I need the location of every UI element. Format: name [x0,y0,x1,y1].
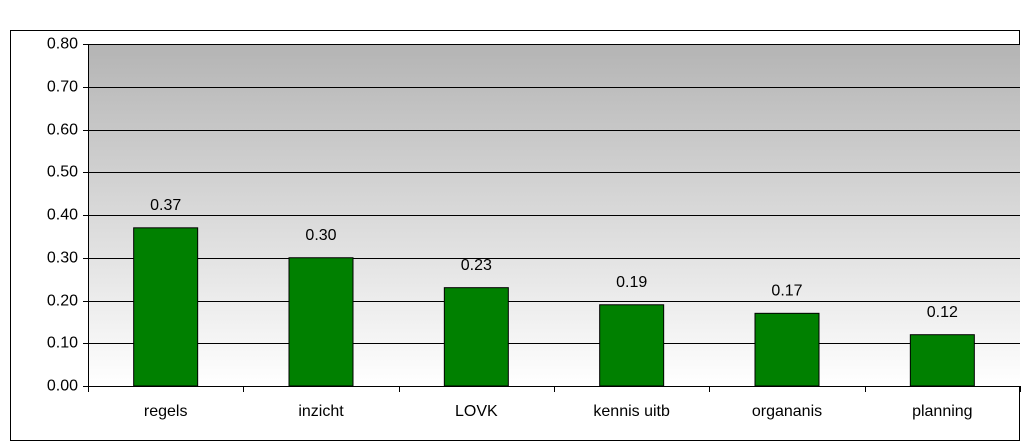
y-tick-label: 0.30 [47,250,78,267]
bar [754,312,820,387]
x-tick-label: planning [912,403,973,420]
y-tick-label: 0.00 [47,378,78,395]
bar [133,227,199,387]
bar [443,287,509,387]
bar [599,304,665,387]
y-tick-label: 0.20 [47,293,78,310]
bar [288,257,354,387]
data-label: 0.30 [305,227,336,244]
x-tick-label: LOVK [455,403,498,420]
x-tick-label: organanis [752,403,822,420]
y-tick-label: 0.60 [47,122,78,139]
y-tick-label: 0.10 [47,335,78,352]
bar [909,334,975,387]
y-tick-label: 0.40 [47,207,78,224]
x-tick-label: inzicht [298,403,344,420]
x-tick-label: regels [144,403,188,420]
x-tick-label: kennis uitb [593,403,670,420]
y-tick-label: 0.50 [47,164,78,181]
data-label: 0.17 [771,283,802,300]
data-label: 0.37 [150,197,181,214]
y-tick-label: 0.70 [47,79,78,96]
data-label: 0.12 [927,304,958,321]
data-label: 0.19 [616,274,647,291]
y-tick-label: 0.80 [47,36,78,53]
data-label: 0.23 [461,257,492,274]
